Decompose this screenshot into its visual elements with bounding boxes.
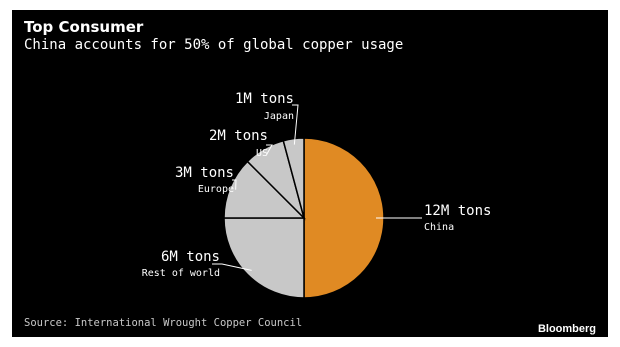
chart-subtitle: China accounts for 50% of global copper … — [24, 37, 404, 53]
pie-slice-china — [303, 137, 385, 299]
slice-value-label: 6M tons — [161, 249, 220, 265]
slice-value-label: 1M tons — [235, 91, 294, 107]
source-note: Source: International Wrought Copper Cou… — [24, 317, 303, 329]
pie-chart: 12M tons China 6M tons Rest of world 3M tons… — [142, 91, 492, 299]
pie-slices — [223, 137, 385, 299]
pie-slice-europe — [223, 160, 306, 219]
leader-line-europe — [232, 179, 237, 190]
leader-line-rest-of-world — [212, 263, 252, 271]
pie-labels: 12M tons China 6M tons Rest of world 3M tons… — [142, 91, 492, 279]
leader-line-japan — [292, 104, 299, 145]
slice-name-label: China — [424, 222, 454, 233]
leader-line-us — [266, 144, 273, 155]
chart-title: Top Consumer — [24, 18, 144, 36]
pie-slice-japan — [282, 137, 305, 219]
slice-value-label: 3M tons — [175, 165, 234, 181]
slice-name-label: Europe — [198, 184, 234, 195]
slice-value-label: 2M tons — [209, 128, 268, 144]
slice-name-label: US — [256, 148, 268, 159]
slice-name-label: Japan — [264, 111, 294, 122]
slice-value-label: 12M tons — [424, 203, 491, 219]
brand-logo: Bloomberg — [537, 323, 596, 335]
pie-slice-rest-of-world — [223, 217, 305, 299]
chart-panel: Top Consumer China accounts for 50% of g… — [12, 10, 608, 337]
slice-name-label: Rest of world — [142, 268, 220, 279]
